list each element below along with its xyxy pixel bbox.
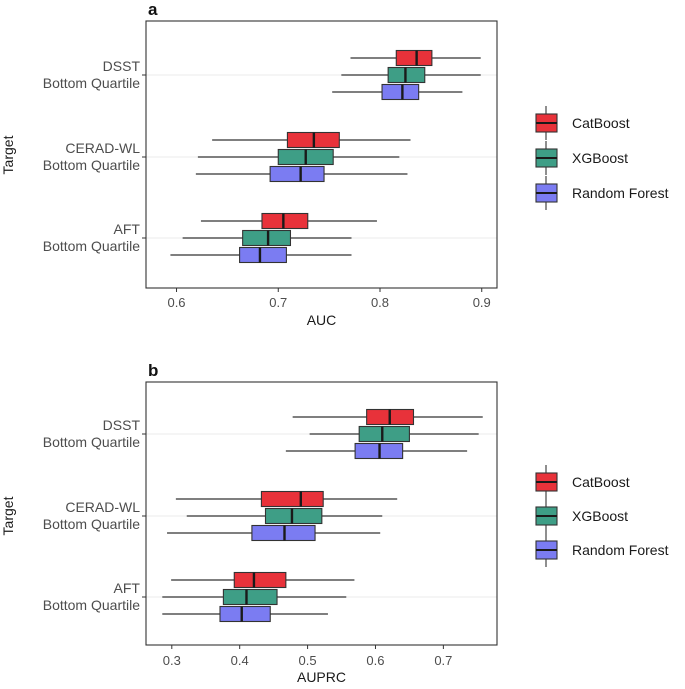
y-tick-label: Bottom Quartile: [43, 434, 140, 450]
box-catboost-2: [200, 212, 377, 230]
y-tick-label: Bottom Quartile: [43, 238, 140, 254]
y-tick-label: AFT: [114, 221, 141, 237]
box-catboost-1: [175, 490, 398, 508]
box-catboost-1: [212, 131, 411, 149]
box: [395, 49, 433, 67]
legend-item: XGBoost: [535, 141, 628, 175]
x-tick-label: 0.9: [473, 295, 491, 310]
legend-item: CatBoost: [535, 106, 630, 140]
x-tick-label: 0.5: [299, 653, 317, 668]
box-random-forest-0: [332, 83, 463, 101]
legend: CatBoost XGBoost Random Forest: [535, 106, 669, 210]
x-tick-label: 0.3: [163, 653, 181, 668]
legend-label: XGBoost: [572, 150, 628, 166]
box-catboost-2: [171, 571, 355, 589]
box: [219, 605, 271, 623]
legend-label: Random Forest: [572, 542, 669, 558]
x-tick-label: 0.6: [366, 653, 384, 668]
box-random-forest-2: [162, 605, 328, 623]
x-tick-label: 0.6: [167, 295, 185, 310]
box-catboost-0: [350, 49, 481, 67]
box: [222, 588, 278, 606]
y-tick-label: Bottom Quartile: [43, 516, 140, 532]
legend-label: Random Forest: [572, 185, 669, 201]
y-tick-label: Bottom Quartile: [43, 75, 140, 91]
legend-label: XGBoost: [572, 508, 628, 524]
y-axis-title: Target: [0, 496, 16, 535]
x-tick-label: 0.8: [371, 295, 389, 310]
box: [239, 246, 287, 264]
x-tick-label: 0.4: [231, 653, 249, 668]
plot-border: [145, 381, 498, 646]
box-random-forest-2: [170, 246, 352, 264]
x-axis-title: AUPRC: [297, 669, 346, 685]
box-xgboost-2: [182, 229, 352, 247]
legend-item: XGBoost: [535, 499, 628, 533]
y-tick-label: DSST: [103, 417, 141, 433]
plot-border: [145, 20, 498, 289]
x-tick-label: 0.7: [269, 295, 287, 310]
box: [381, 83, 420, 101]
box: [358, 425, 410, 443]
panel-letter: a: [148, 0, 158, 19]
box-xgboost-0: [341, 66, 481, 84]
x-tick-label: 0.7: [434, 653, 452, 668]
box-xgboost-0: [309, 425, 479, 443]
box-xgboost-1: [186, 507, 383, 525]
y-tick-label: Bottom Quartile: [43, 157, 140, 173]
y-tick-label: Bottom Quartile: [43, 597, 140, 613]
legend-item: Random Forest: [535, 533, 669, 567]
legend-item: CatBoost: [535, 465, 630, 499]
legend-label: CatBoost: [572, 115, 630, 131]
legend-label: CatBoost: [572, 474, 630, 490]
box-xgboost-2: [162, 588, 347, 606]
box: [261, 212, 309, 230]
panel-letter: b: [148, 361, 158, 380]
y-tick-label: CERAD-WL: [65, 499, 140, 515]
box-random-forest-0: [285, 442, 468, 460]
box-xgboost-1: [197, 148, 400, 166]
box: [269, 165, 325, 183]
box-catboost-0: [292, 408, 483, 426]
box-random-forest-1: [195, 165, 408, 183]
box-random-forest-1: [167, 524, 381, 542]
box: [233, 571, 287, 589]
x-axis-title: AUC: [307, 312, 337, 328]
y-tick-label: CERAD-WL: [65, 140, 140, 156]
y-tick-label: DSST: [103, 58, 141, 74]
box: [260, 490, 324, 508]
box: [242, 229, 292, 247]
y-axis-title: Target: [0, 135, 16, 174]
y-tick-label: AFT: [114, 580, 141, 596]
legend-item: Random Forest: [535, 176, 669, 210]
box: [264, 507, 323, 525]
legend: CatBoost XGBoost Random Forest: [535, 465, 669, 567]
